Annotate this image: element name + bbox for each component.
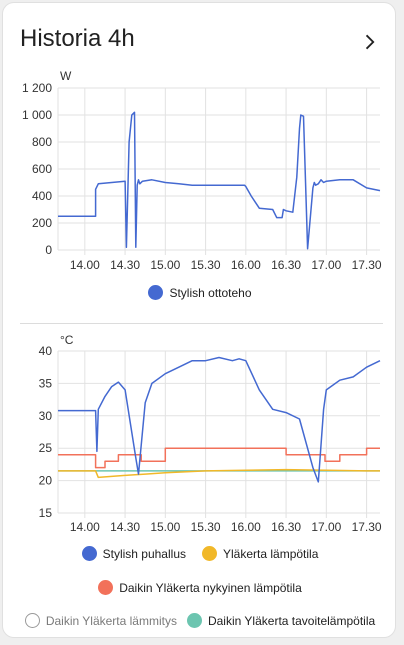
series-line [58, 356, 381, 483]
legend-swatch [202, 546, 217, 561]
y-tick-label: 15 [39, 506, 53, 520]
y-tick-label: 0 [45, 243, 52, 257]
legend-item[interactable]: Daikin Yläkerta tavoitelämpötila [186, 613, 376, 628]
y-tick-label: 40 [39, 344, 53, 358]
y-tick-label: 25 [39, 441, 53, 455]
legend-item[interactable]: Stylish ottoteho [148, 285, 252, 300]
power-chart-legend: Stylish ottoteho [3, 285, 395, 300]
legend-swatch [24, 613, 40, 628]
card-title: Historia 4h [20, 25, 135, 52]
x-tick-label: 14.30 [110, 258, 140, 272]
x-tick-label: 15.00 [150, 258, 180, 272]
x-tick-label: 15.30 [191, 258, 221, 272]
x-tick-label: 16.00 [231, 520, 261, 534]
x-tick-label: 14.00 [70, 520, 100, 534]
legend-item[interactable]: Daikin Yläkerta lämmitys [24, 613, 177, 628]
legend-swatch [186, 613, 202, 628]
chevron-right-icon[interactable] [358, 31, 380, 53]
x-tick-label: 17.30 [352, 258, 382, 272]
y-tick-label: 1 200 [22, 81, 52, 95]
legend-swatch [98, 580, 114, 595]
power-chart: 0 200 400 600 800 1 000 1 200 14.00 14.30 15.00 15… [22, 69, 382, 272]
temperature-chart: 15 20 25 30 35 40 14.00 14.30 15.00 15.30 16.00 16.… [39, 333, 382, 534]
x-tick-label: 14.30 [110, 520, 140, 534]
legend-row: Daikin Yläkerta lämmitys Daikin Yläkerta … [3, 613, 395, 628]
legend-label: Yläkerta lämpötila [223, 546, 319, 561]
x-tick-label: 15.30 [191, 520, 221, 534]
x-tick-label: 16.30 [271, 520, 301, 534]
y-tick-label: 800 [32, 135, 52, 149]
legend-row: Daikin Yläkerta nykyinen lämpötila [3, 580, 395, 595]
series-line [58, 111, 381, 250]
y-axis-unit: W [60, 69, 72, 83]
y-axis-unit: °C [60, 333, 74, 347]
y-tick-label: 20 [39, 474, 53, 488]
x-tick-label: 17.00 [311, 520, 341, 534]
legend-label: Daikin Yläkerta nykyinen lämpötila [119, 580, 302, 595]
legend-row: Stylish puhallus Yläkerta lämpötila [3, 546, 395, 561]
series-line [58, 468, 380, 479]
legend-item[interactable]: Daikin Yläkerta nykyinen lämpötila [98, 580, 302, 595]
chart-divider [20, 323, 383, 324]
y-tick-label: 35 [39, 376, 53, 390]
legend-label: Daikin Yläkerta tavoitelämpötila [207, 613, 376, 628]
legend-item[interactable]: Yläkerta lämpötila [202, 546, 318, 561]
legend-item[interactable]: Stylish puhallus [81, 546, 186, 561]
x-tick-label: 16.30 [271, 258, 301, 272]
legend-label: Daikin Yläkerta lämmitys [45, 613, 177, 628]
y-tick-label: 200 [32, 216, 52, 230]
y-tick-label: 30 [39, 409, 53, 423]
series-line [58, 447, 380, 469]
x-tick-label: 17.30 [352, 520, 382, 534]
y-tick-label: 400 [32, 189, 52, 203]
x-tick-label: 17.00 [311, 258, 341, 272]
x-tick-label: 16.00 [231, 258, 261, 272]
x-tick-label: 14.00 [70, 258, 100, 272]
history-card: Historia 4h 0 200 400 600 800 1 000 1 200 14.00… [2, 2, 396, 638]
legend-label: Stylish puhallus [102, 546, 186, 561]
y-tick-label: 600 [32, 162, 52, 176]
legend-swatch [148, 285, 164, 300]
legend-label: Stylish ottoteho [169, 285, 252, 300]
legend-swatch [81, 546, 97, 561]
y-tick-label: 1 000 [22, 108, 52, 122]
x-tick-label: 15.00 [150, 520, 180, 534]
